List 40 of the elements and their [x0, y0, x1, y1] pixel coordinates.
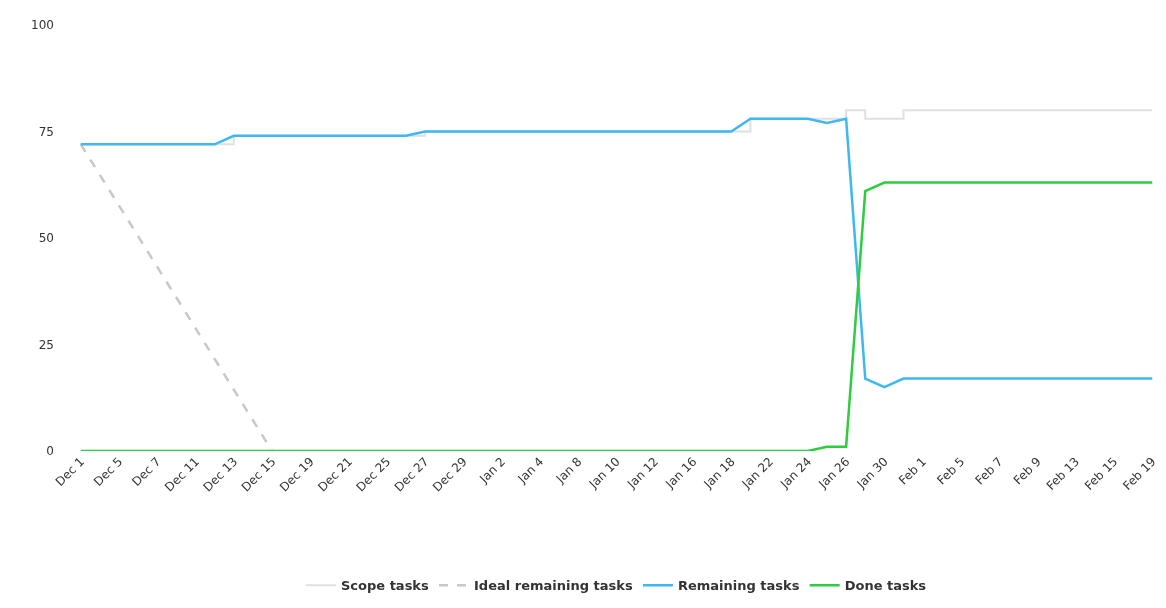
x-tick-label: Dec 25: [353, 454, 394, 495]
legend-label: Done tasks: [844, 578, 927, 594]
x-tick-label: Feb 15: [1081, 454, 1121, 493]
x-tick-label: Jan 24: [777, 454, 815, 492]
x-tick-label: Dec 11: [162, 454, 202, 495]
legend-label: Ideal remaining tasks: [474, 578, 633, 594]
y-tick-label: 0: [46, 444, 54, 459]
y-tick-label: 75: [38, 124, 54, 139]
legend-label: Remaining tasks: [677, 578, 800, 594]
line-series: [79, 181, 1154, 451]
x-tick-label: Dec 5: [90, 454, 126, 489]
x-tick-label: Dec 27: [391, 454, 432, 495]
x-tick-label: Dec 15: [238, 454, 279, 495]
x-tick-label: Jan 26: [815, 454, 853, 492]
x-tick-label: Dec 29: [429, 454, 470, 495]
x-tick-label: Dec 21: [315, 454, 355, 495]
x-tick-label: Jan 4: [514, 454, 547, 487]
x-tick-label: Jan 12: [623, 454, 662, 492]
line-series: [79, 117, 1154, 389]
x-tick-label: Jan 10: [585, 454, 623, 492]
x-tick-label: Feb 9: [1010, 454, 1044, 488]
x-tick-label: Feb 5: [934, 454, 968, 488]
x-tick-label: Jan 8: [552, 454, 585, 487]
x-tick-label: Dec 1: [52, 454, 88, 489]
x-tick-label: Feb 1: [895, 454, 930, 488]
x-tick-label: Feb 7: [972, 454, 1006, 488]
x-tick-label: Jan 30: [853, 454, 891, 492]
x-tick-label: Feb 13: [1043, 454, 1083, 493]
x-tick-label: Jan 22: [738, 454, 776, 492]
x-tick-label: Jan 16: [662, 454, 700, 492]
legend-label: Scope tasks: [341, 578, 430, 594]
y-tick-label: 100: [31, 18, 54, 33]
x-tick-label: Dec 19: [276, 454, 317, 495]
x-tick-label: Feb 19: [1120, 454, 1159, 493]
x-tick-label: Dec 7: [129, 454, 164, 489]
x-tick-label: Dec 13: [200, 454, 241, 495]
y-tick-label: 50: [38, 231, 54, 246]
x-tick-label: Jan 18: [700, 454, 738, 492]
x-tick-label: Jan 2: [476, 454, 509, 487]
y-tick-label: 25: [38, 337, 54, 352]
